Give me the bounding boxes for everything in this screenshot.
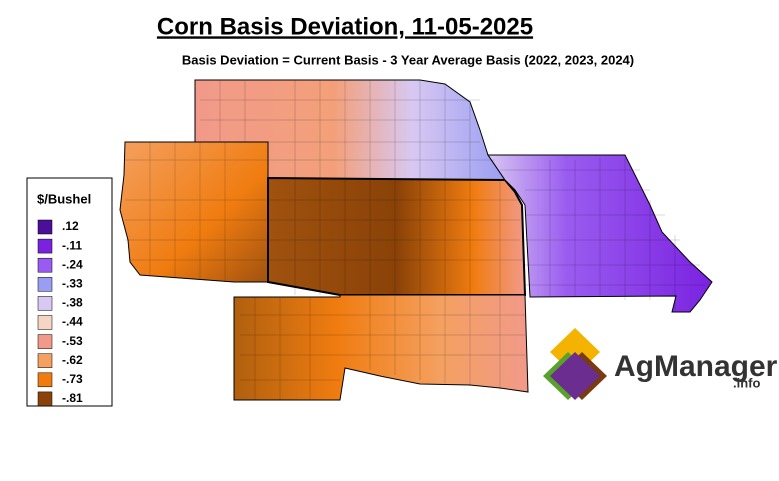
- county-lines: [125, 80, 705, 400]
- legend-swatch: [37, 238, 53, 254]
- legend-box: [26, 177, 113, 407]
- logo-suffix: .info: [733, 375, 760, 390]
- map-title: Corn Basis Deviation, 11-05-2025: [157, 13, 533, 40]
- legend-swatch: [37, 372, 53, 388]
- legend-title: $/Bushel: [37, 191, 91, 206]
- region-oklahoma: [233, 294, 529, 401]
- legend-swatch: [37, 334, 53, 349]
- region-kansas: [267, 176, 527, 296]
- legend-label: -.62: [62, 353, 83, 367]
- map-subtitle: Basis Deviation = Current Basis - 3 Year…: [182, 52, 634, 67]
- legend-swatch: [37, 315, 53, 330]
- legend-swatch: [37, 257, 53, 273]
- legend-label: -.81: [62, 391, 83, 405]
- legend-label: -.44: [62, 315, 83, 329]
- legend-label: -.33: [62, 276, 83, 290]
- legend-swatch: [37, 277, 53, 292]
- logo: AgManager .info: [543, 328, 778, 400]
- logo-name: AgManager: [614, 350, 778, 383]
- legend-swatch: [37, 353, 53, 368]
- legend-swatch: [37, 391, 53, 407]
- region-colorado: [119, 141, 269, 283]
- legend-label: -.38: [62, 296, 83, 310]
- legend-swatch: [37, 219, 53, 235]
- legend-label: -.24: [62, 257, 83, 271]
- legend-swatch: [37, 296, 53, 311]
- legend-label: -.11: [62, 238, 82, 252]
- legend-items: .12 -.11 -.24 -.33 -.38 -.44 -.53 -.62 -.73 -.81: [37, 219, 83, 407]
- legend-label: -.53: [62, 334, 83, 348]
- legend-label: .12: [62, 219, 79, 233]
- legend-label: -.73: [62, 372, 83, 386]
- map-regions: [119, 79, 713, 401]
